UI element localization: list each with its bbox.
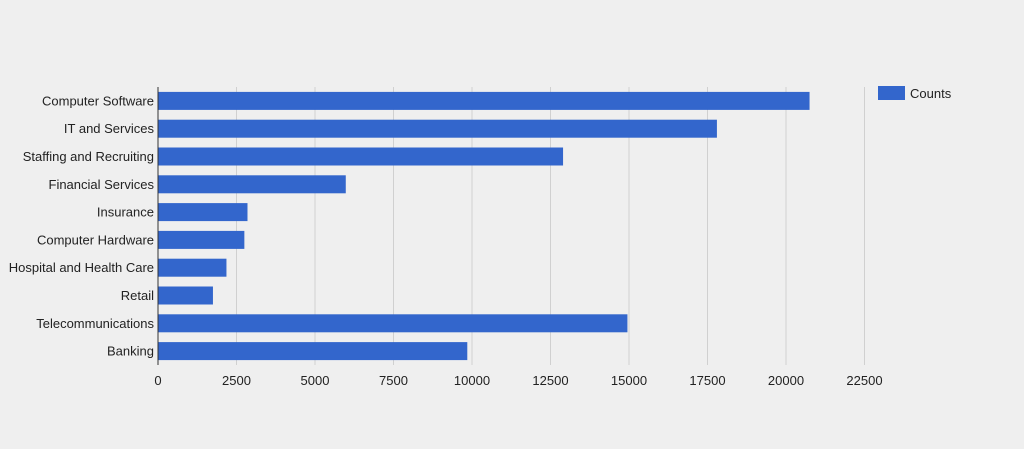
bar-financial-services[interactable] <box>158 175 346 194</box>
x-tick-label: 5000 <box>301 373 330 388</box>
legend-swatch <box>878 86 905 100</box>
x-axis-tick-labels: 0 2500 5000 7500 10000 12500 15000 17500 20000 22… <box>154 373 882 388</box>
bar-hospital-and-health-care[interactable] <box>158 258 227 277</box>
bar-computer-hardware[interactable] <box>158 230 245 249</box>
bar-it-and-services[interactable] <box>158 119 717 138</box>
x-tick-label: 20000 <box>768 373 804 388</box>
bars <box>158 91 810 361</box>
legend[interactable]: Counts <box>878 86 952 101</box>
category-label: Hospital and Health Care <box>9 260 154 275</box>
category-label: IT and Services <box>64 121 155 136</box>
bar-computer-software[interactable] <box>158 91 810 110</box>
category-label: Retail <box>121 288 154 303</box>
x-tick-label: 12500 <box>532 373 568 388</box>
category-labels: Computer Software IT and Services Staffing… <box>9 93 155 358</box>
category-label: Telecommunications <box>36 316 154 331</box>
x-tick-label: 0 <box>154 373 161 388</box>
category-label: Insurance <box>97 205 154 220</box>
category-label: Banking <box>107 344 154 359</box>
bar-retail[interactable] <box>158 286 213 305</box>
bar-banking[interactable] <box>158 342 468 361</box>
category-label: Computer Hardware <box>37 232 154 247</box>
bar-staffing-and-recruiting[interactable] <box>158 147 564 166</box>
category-label: Staffing and Recruiting <box>23 149 154 164</box>
x-tick-label: 17500 <box>689 373 725 388</box>
legend-label-counts: Counts <box>910 86 952 101</box>
x-tick-label: 15000 <box>611 373 647 388</box>
x-tick-label: 22500 <box>846 373 882 388</box>
category-label: Computer Software <box>42 93 154 108</box>
bar-insurance[interactable] <box>158 203 248 222</box>
x-tick-label: 7500 <box>379 373 408 388</box>
x-tick-label: 10000 <box>454 373 490 388</box>
bar-telecommunications[interactable] <box>158 314 628 333</box>
category-label: Financial Services <box>49 177 155 192</box>
x-tick-label: 2500 <box>222 373 251 388</box>
